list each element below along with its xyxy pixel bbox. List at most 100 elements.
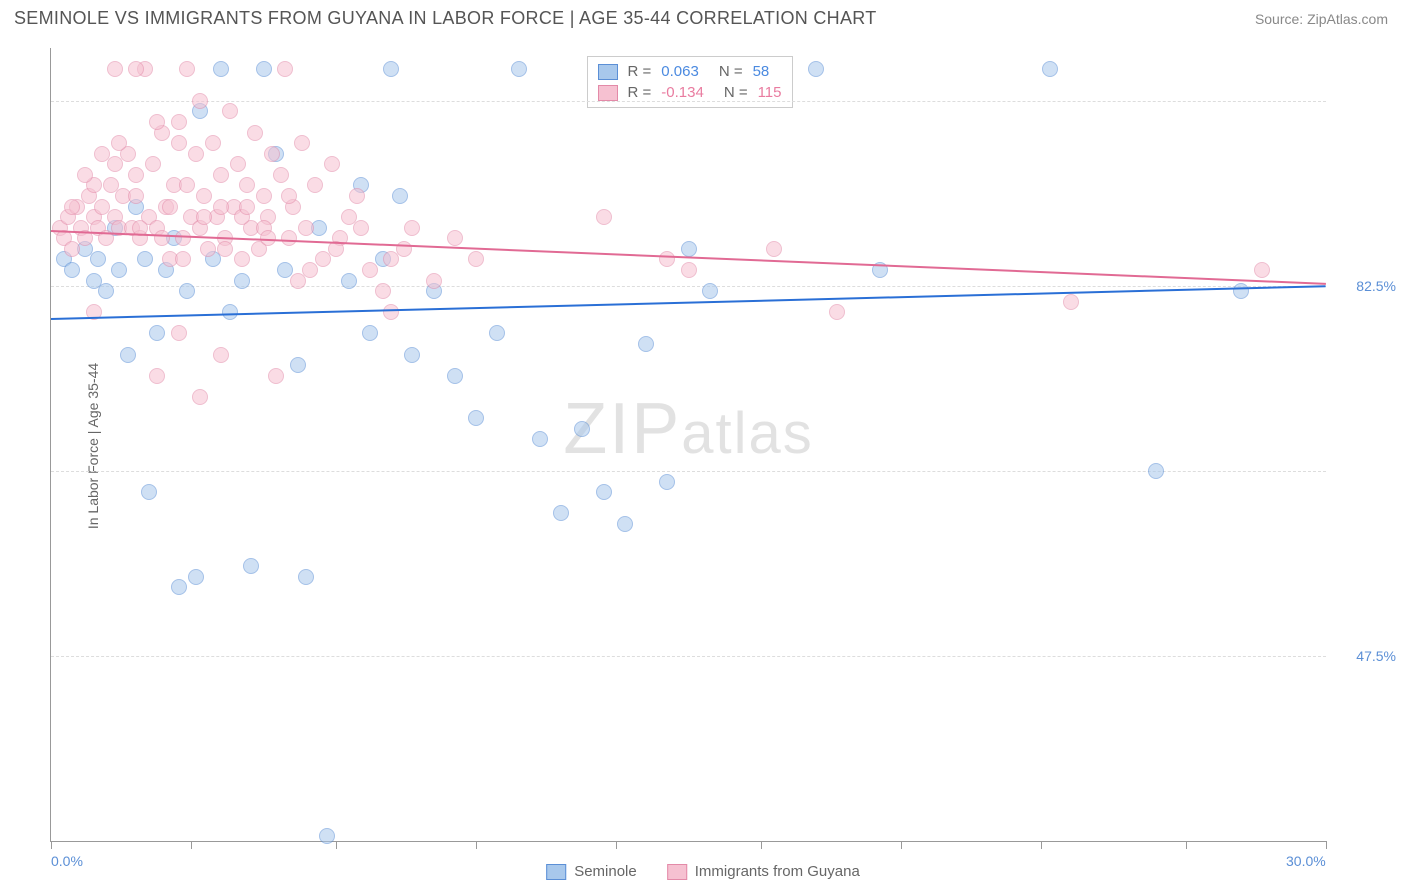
data-point [1233,283,1249,299]
x-tick [1186,841,1187,849]
data-point [192,93,208,109]
n-value-seminole: 58 [753,63,770,80]
trend-line [51,285,1326,320]
data-point [596,209,612,225]
data-point [64,262,80,278]
data-point [188,146,204,162]
data-point [192,389,208,405]
data-point [213,347,229,363]
r-value-guyana: -0.134 [661,84,704,101]
data-point [64,199,80,215]
data-point [230,156,246,172]
data-point [94,146,110,162]
data-point [200,241,216,257]
data-point [298,569,314,585]
data-point [349,188,365,204]
data-point [290,357,306,373]
data-point [383,251,399,267]
data-point [205,135,221,151]
data-point [808,61,824,77]
data-point [281,230,297,246]
data-point [171,579,187,595]
data-point [447,368,463,384]
x-tick [761,841,762,849]
data-point [213,61,229,77]
y-tick-label: 82.5% [1356,278,1396,294]
x-tick [191,841,192,849]
data-point [353,220,369,236]
x-tick-label: 30.0% [1286,853,1326,869]
data-point [171,114,187,130]
data-point [107,156,123,172]
data-point [319,828,335,844]
data-point [404,220,420,236]
data-point [213,167,229,183]
x-tick [901,841,902,849]
source-label: Source: ZipAtlas.com [1255,11,1388,27]
data-point [149,325,165,341]
legend-item-guyana: Immigrants from Guyana [667,863,860,880]
data-point [659,474,675,490]
data-point [179,61,195,77]
data-point [120,347,136,363]
data-point [128,61,144,77]
data-point [294,135,310,151]
data-point [256,188,272,204]
legend-swatch-seminole [546,864,566,880]
data-point [375,283,391,299]
data-point [268,368,284,384]
data-point [362,262,378,278]
data-point [141,484,157,500]
data-point [574,421,590,437]
data-point [217,241,233,257]
data-point [298,220,314,236]
data-point [829,304,845,320]
data-point [234,273,250,289]
legend-item-seminole: Seminole [546,863,637,880]
data-point [175,251,191,267]
swatch-seminole [598,64,618,80]
data-point [383,304,399,320]
data-point [154,230,170,246]
gridline-h [51,471,1326,472]
data-point [149,114,165,130]
gridline-h [51,656,1326,657]
data-point [532,431,548,447]
data-point [179,177,195,193]
data-point [468,251,484,267]
data-point [107,61,123,77]
data-point [111,135,127,151]
x-tick [616,841,617,849]
data-point [256,61,272,77]
data-point [766,241,782,257]
data-point [196,188,212,204]
data-point [239,199,255,215]
data-point [137,251,153,267]
data-point [1254,262,1270,278]
data-point [341,273,357,289]
data-point [659,251,675,267]
data-point [447,230,463,246]
data-point [247,125,263,141]
r-value-seminole: 0.063 [661,63,699,80]
r-label: R = [628,63,652,80]
data-point [681,241,697,257]
data-point [638,336,654,352]
data-point [596,484,612,500]
data-point [145,156,161,172]
data-point [281,188,297,204]
x-tick [1326,841,1327,849]
data-point [188,569,204,585]
legend-swatch-guyana [667,864,687,880]
n-label-2: N = [724,84,748,101]
data-point [98,283,114,299]
data-point [307,177,323,193]
data-point [162,199,178,215]
stats-row-seminole: R = 0.063 N = 58 [598,61,782,82]
data-point [702,283,718,299]
data-point [468,410,484,426]
data-point [511,61,527,77]
data-point [111,262,127,278]
x-tick [476,841,477,849]
swatch-guyana [598,85,618,101]
